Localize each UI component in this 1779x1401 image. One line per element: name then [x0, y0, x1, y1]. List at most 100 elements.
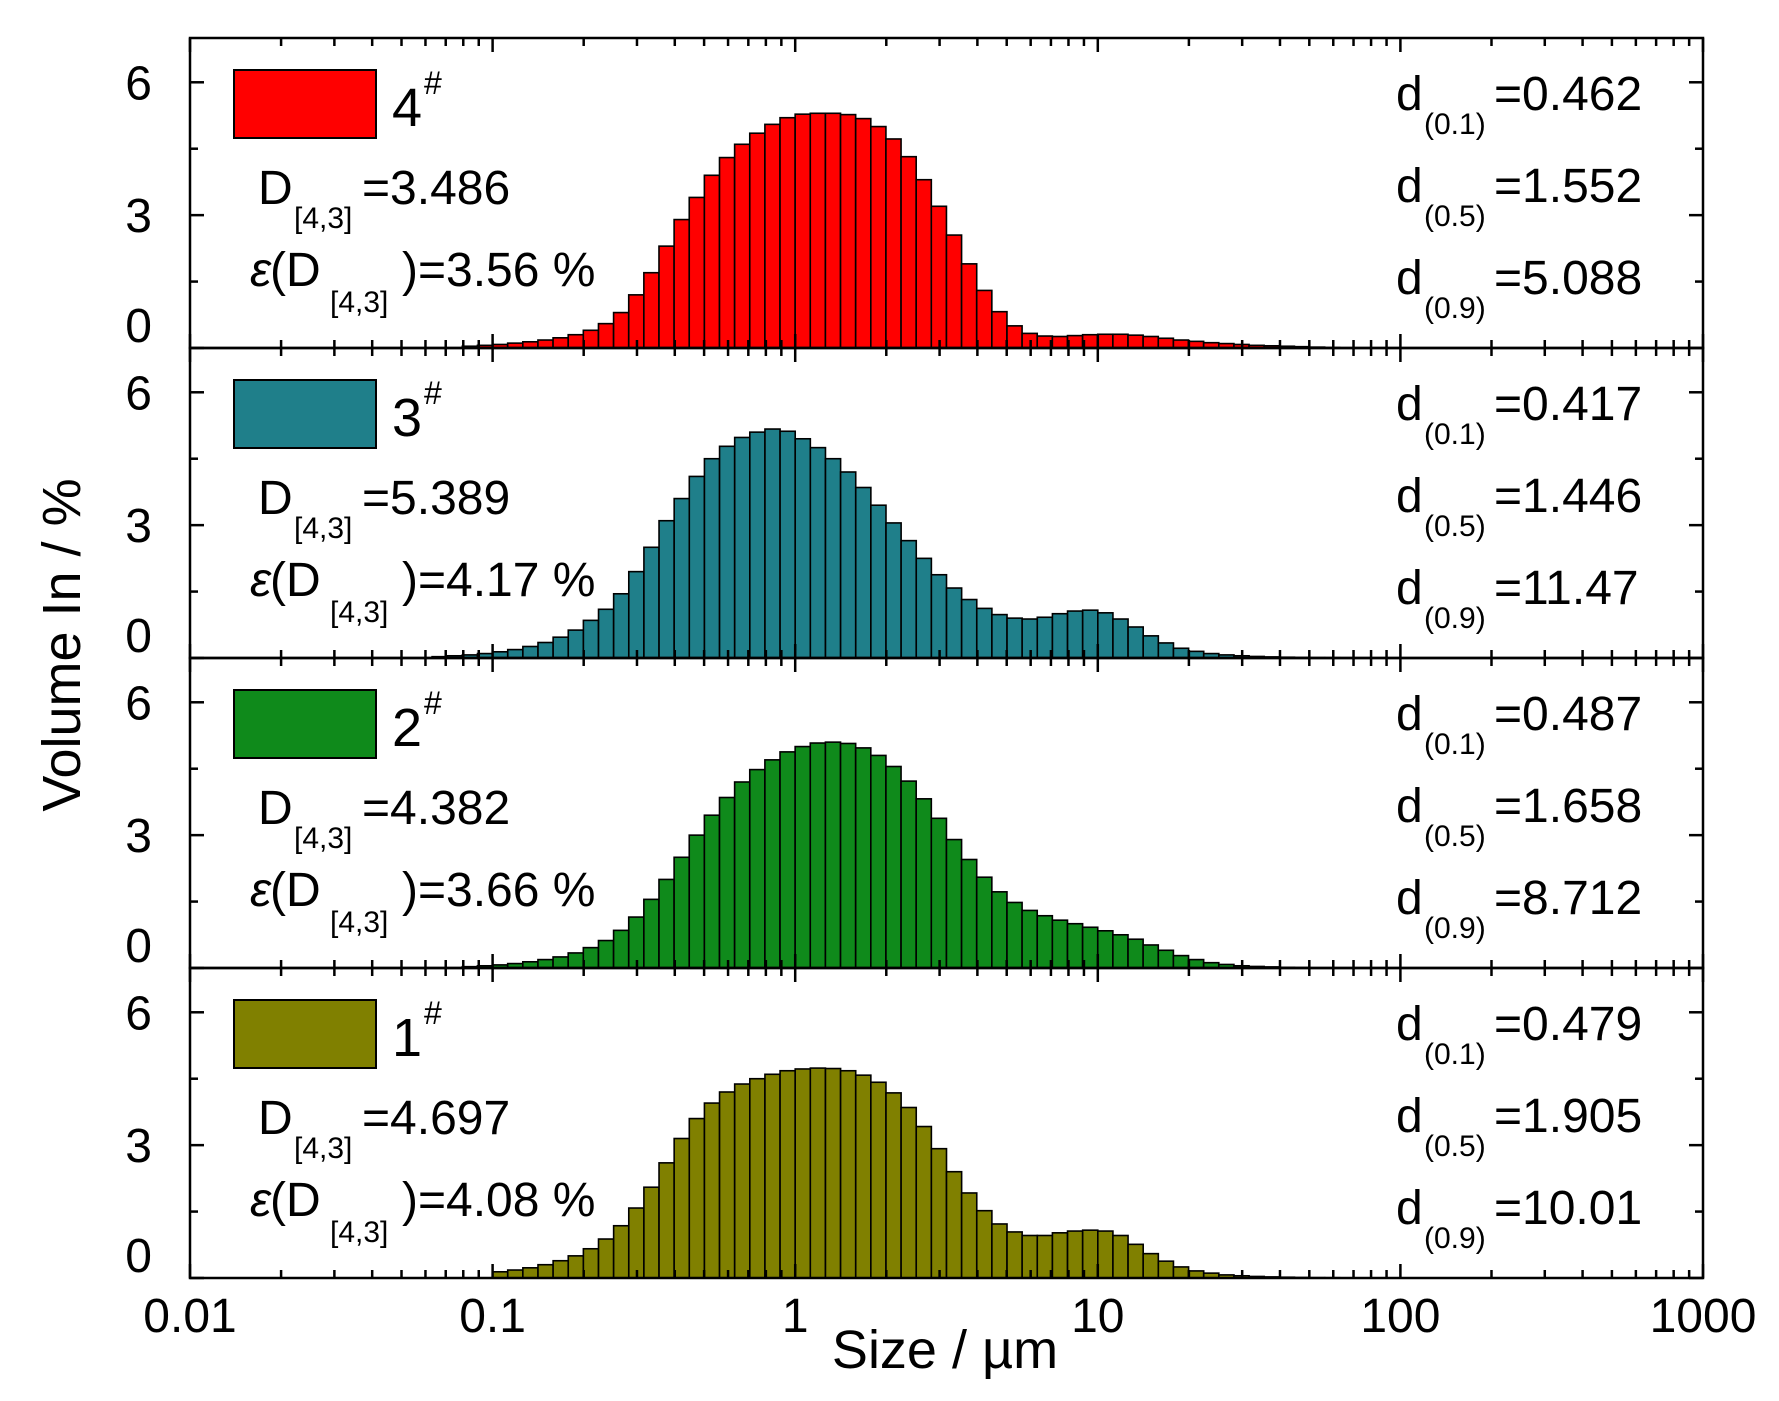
bar [1127, 626, 1144, 659]
bar [975, 876, 993, 969]
bar [764, 1073, 781, 1279]
percentile-subscript: (0.5) [1424, 820, 1486, 853]
percentile-label: d [1396, 1182, 1423, 1235]
legend-label: 4 [392, 78, 422, 138]
y-tick-label: 3 [125, 190, 152, 243]
bar [975, 1209, 993, 1279]
bar [1127, 938, 1144, 969]
bar [1097, 1230, 1114, 1279]
bar [643, 898, 660, 969]
percentile-label: d [1396, 252, 1423, 305]
d43-subscript: [4,3] [294, 822, 352, 855]
bar [1187, 958, 1205, 969]
percentile-value: =0.479 [1494, 998, 1642, 1051]
bar [673, 497, 691, 659]
epsilon-subscript: [4,3] [330, 286, 388, 319]
bar [673, 218, 691, 349]
percentile-label: d [1396, 1090, 1423, 1143]
bar [1172, 954, 1190, 969]
bar [794, 113, 812, 349]
bar [1157, 1260, 1175, 1279]
bar [930, 1147, 948, 1279]
epsilon-value: )=3.56 % [402, 244, 595, 297]
y-tick-label: 6 [125, 677, 152, 730]
bar [1096, 929, 1114, 969]
bar [552, 956, 570, 969]
bar [885, 765, 902, 969]
bar [885, 138, 902, 349]
bar [991, 1223, 1008, 1279]
y-tick-label: 6 [125, 57, 152, 110]
percentile-subscript: (0.9) [1424, 1222, 1486, 1255]
bar [854, 1074, 872, 1279]
bar [733, 781, 751, 969]
bar [612, 1224, 630, 1279]
percentile-subscript: (0.5) [1424, 510, 1486, 543]
d43-value: =5.389 [362, 472, 510, 525]
bar [1066, 610, 1084, 659]
d43-value: =4.382 [362, 782, 510, 835]
bar [930, 573, 948, 659]
d43-label: D [258, 1092, 293, 1145]
bar [552, 337, 570, 349]
bar [1021, 909, 1039, 969]
bar [839, 1069, 857, 1279]
bar [1112, 618, 1129, 659]
bar [1051, 612, 1069, 659]
epsilon-symbol: ε [250, 1174, 272, 1227]
legend-swatch [233, 689, 377, 759]
legend-label: 3 [392, 388, 422, 448]
bar [975, 289, 993, 349]
bar [1097, 612, 1114, 659]
legend-swatch [233, 69, 377, 139]
percentile-subscript: (0.1) [1424, 108, 1486, 141]
bar [945, 587, 963, 659]
bar [522, 645, 539, 659]
bar [779, 751, 796, 969]
bar [794, 437, 812, 659]
percentile-value: =0.417 [1494, 378, 1642, 431]
bar [839, 471, 857, 659]
bar [1051, 1232, 1069, 1279]
epsilon-subscript: [4,3] [330, 1216, 388, 1249]
bar [960, 263, 978, 349]
bar [824, 741, 842, 969]
bar [1112, 333, 1129, 349]
bar [537, 641, 554, 659]
bar [1142, 944, 1160, 969]
bar [627, 1207, 645, 1279]
bar [1096, 333, 1114, 349]
bar [582, 946, 600, 969]
y-tick-label: 0 [125, 920, 152, 973]
bar [1006, 901, 1023, 969]
bar [522, 1267, 539, 1279]
epsilon-value: )=3.66 % [402, 864, 595, 917]
percentile-value: =5.088 [1494, 252, 1642, 305]
bar [748, 132, 766, 349]
bar [537, 1263, 554, 1279]
bar [764, 428, 781, 659]
bar [915, 178, 933, 349]
bar [627, 570, 645, 659]
bar [673, 1137, 691, 1279]
percentile-value: =0.487 [1494, 688, 1642, 741]
bar [915, 1125, 933, 1279]
bar [945, 234, 963, 349]
bar [764, 759, 781, 969]
d43-subscript: [4,3] [294, 1132, 352, 1165]
bar [597, 322, 615, 349]
d43-subscript: [4,3] [294, 202, 352, 235]
bar [703, 1102, 721, 1279]
percentile-label: d [1396, 470, 1423, 523]
bar [960, 598, 978, 659]
bar [1112, 1234, 1129, 1279]
bar [1127, 334, 1144, 349]
bar [960, 858, 978, 969]
percentile-value: =0.462 [1494, 68, 1642, 121]
epsilon-open: (D [270, 1174, 321, 1227]
bar [809, 742, 827, 969]
bar [991, 310, 1008, 349]
y-tick-label: 6 [125, 987, 152, 1040]
